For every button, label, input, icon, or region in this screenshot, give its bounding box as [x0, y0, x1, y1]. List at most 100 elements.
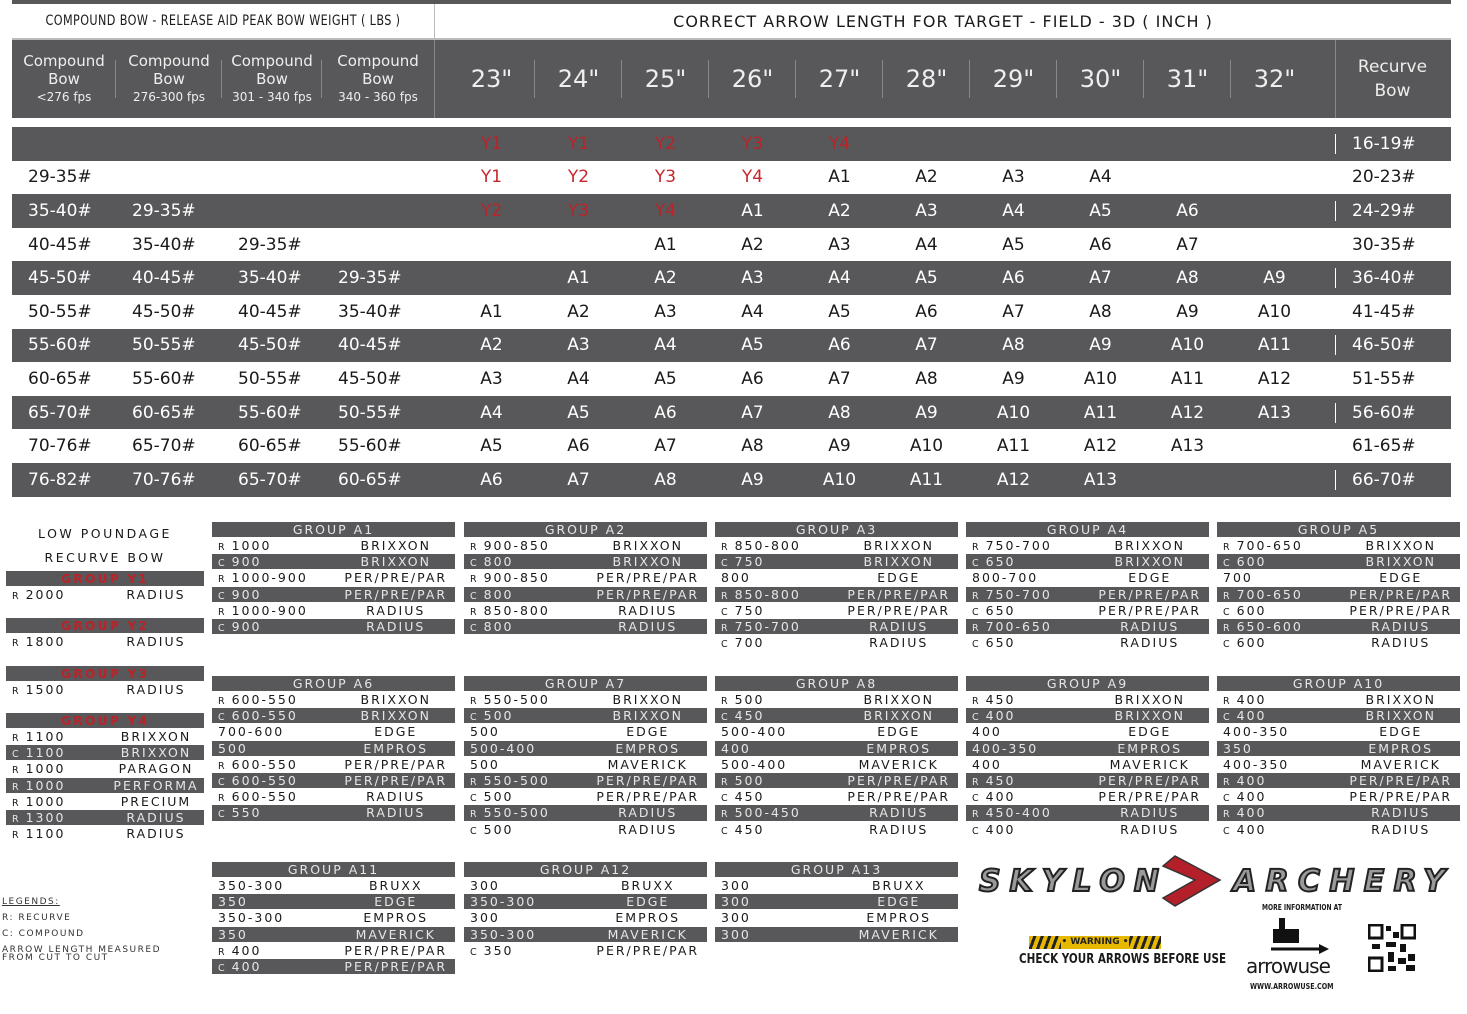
spine: 850-800	[734, 586, 801, 602]
spine: 350	[483, 942, 514, 958]
group-title: GROUP A4	[966, 522, 1209, 537]
spine-value: C 650	[972, 554, 1091, 569]
arrow-model: RADIUS	[1120, 635, 1180, 651]
arrow-model: PER/PRE/PAR	[847, 789, 951, 805]
group-row: R 2000 RADIUS	[6, 587, 204, 602]
group-row: C 400 PER/PRE/PAR	[212, 958, 455, 975]
group-row: R 1100 RADIUS	[6, 826, 204, 841]
arrow-group-cell: A9	[915, 402, 938, 423]
shaft-type: R	[218, 946, 227, 958]
arrow-group-cell: A8	[915, 368, 938, 389]
spine-value: R 700-650	[972, 619, 1091, 634]
table-row: 40-45# 35-40# 29-35# A1 A2 A3 A4 A5 A6 A7 30-35#	[12, 228, 1451, 262]
group-row: 300 EMPROS	[464, 910, 707, 925]
arrow-model: PER/PRE/PAR	[596, 586, 700, 602]
shaft-type: R	[721, 542, 730, 553]
spine: 500	[470, 756, 500, 772]
spine: 650	[985, 554, 1016, 570]
spine: 1000	[25, 777, 66, 793]
arrow-model: PER/PRE/PAR	[596, 570, 700, 586]
spine-value: R 900-850	[470, 570, 589, 585]
arrow-model: EDGE	[626, 724, 670, 740]
arrow-model: PER/PRE/PAR	[1349, 586, 1453, 602]
arrow-model: PER/PRE/PAR	[344, 772, 448, 788]
arrow-model: RADIUS	[366, 602, 426, 618]
compound-weight-cell: 40-45#	[238, 301, 302, 322]
spine: 600	[1236, 554, 1267, 570]
spine-value: R 1100	[12, 729, 108, 744]
table-header: Compound Bow <276 fps Compound Bow 276-300 fp…	[12, 40, 1451, 118]
group-title: GROUP A1	[212, 522, 455, 537]
group-row: 500 EMPROS	[212, 740, 455, 756]
group-row: R 600-550 RADIUS	[212, 789, 455, 804]
spine-value: R 700-650	[1223, 538, 1342, 553]
arrow-group-cell: A8	[1089, 301, 1112, 322]
arrow-group-cell: A5	[654, 368, 677, 389]
arrowuse-url[interactable]: WWW.ARROWUSE.COM	[1250, 982, 1334, 991]
shaft-type: R	[721, 590, 730, 602]
arrow-group-cell: A10	[909, 436, 944, 457]
spine: 400	[231, 958, 262, 974]
compound-weight-cell: 45-50#	[132, 301, 196, 322]
arrow-group-cell: Y1	[567, 133, 590, 154]
shaft-type: C	[972, 793, 981, 805]
spine: 650-600	[1236, 618, 1303, 634]
group-row: 800-700 EDGE	[966, 570, 1209, 585]
qr-code-icon[interactable]	[1368, 924, 1416, 972]
group-row: C 400 RADIUS	[966, 822, 1209, 837]
group-row: C 900 BRIXXON	[212, 554, 455, 570]
arrow-group-cell: Y2	[567, 167, 590, 188]
arrow-model: BRIXXON	[612, 692, 683, 707]
spine-value: R 1000	[12, 794, 108, 809]
arrow-model: RADIUS	[618, 618, 678, 634]
compound-header-3: Compound Bow 340 - 360 fps	[322, 40, 434, 118]
arrow-group-cell: A8	[1176, 268, 1199, 289]
spine: 300	[470, 910, 500, 926]
group-title: GROUP A2	[464, 522, 707, 537]
spine: 700-650	[1236, 586, 1303, 602]
recurve-bow-label: RECURVE BOW	[44, 550, 166, 565]
length-header: 23"	[448, 40, 535, 118]
arrow-model: PER/PRE/PAR	[344, 756, 448, 772]
group-row: R 1500 RADIUS	[6, 682, 204, 697]
spine-value: R 850-800	[721, 587, 840, 602]
spine-value: R 900-850	[470, 538, 589, 553]
compound-header-line: Compound	[337, 52, 419, 70]
arrow-model: RADIUS	[869, 635, 929, 651]
spine-value: C 400	[218, 959, 337, 974]
spine-value: 500	[470, 757, 589, 772]
arrow-group-cell: Y4	[828, 133, 851, 154]
arrow-model: RADIUS	[1371, 618, 1431, 634]
spine: 2000	[25, 587, 66, 602]
group-title: GROUP A3	[715, 522, 958, 537]
compound-weight-cell: 29-35#	[238, 234, 302, 255]
arrow-model: PER/PRE/PAR	[1098, 586, 1202, 602]
spine: 1800	[25, 634, 66, 649]
recurve-weight-cell: 30-35#	[1335, 234, 1449, 255]
shaft-type: R	[12, 813, 21, 825]
group-row: 300 MAVERICK	[715, 926, 958, 942]
shaft-type: C	[721, 825, 730, 837]
group-row: C 550 RADIUS	[212, 805, 455, 821]
group-row: C 600 PER/PRE/PAR	[1217, 603, 1460, 618]
arrow-group-cell: A1	[828, 167, 851, 188]
spine: 750-700	[734, 618, 801, 634]
arrow-group-table: GROUP A3 R 850-800 BRIXXON C 750 BRIXXON 800 EDG…	[715, 522, 958, 651]
arrow-model: RADIUS	[869, 618, 929, 634]
shaft-type: C	[721, 712, 730, 724]
arrow-model: BRIXXON	[1114, 708, 1185, 724]
spine-value: R 600-550	[218, 757, 337, 772]
arrow-model: PER/PRE/PAR	[344, 570, 448, 586]
spine: 1500	[25, 682, 66, 697]
spine-value: C 800	[470, 587, 589, 602]
arrow-group-cell: Y3	[654, 167, 677, 188]
spine-value: R 1000	[12, 778, 108, 793]
arrow-model: PER/PRE/PAR	[847, 586, 951, 602]
spine: 750	[734, 602, 765, 618]
arrow-model: BRUXX	[871, 878, 926, 893]
group-title: GROUP A7	[464, 676, 707, 691]
arrow-model: PER/PRE/PAR	[1098, 789, 1202, 805]
spine: 850-800	[734, 538, 801, 553]
spine: 750-700	[985, 586, 1052, 602]
spine: 850-800	[483, 602, 550, 618]
